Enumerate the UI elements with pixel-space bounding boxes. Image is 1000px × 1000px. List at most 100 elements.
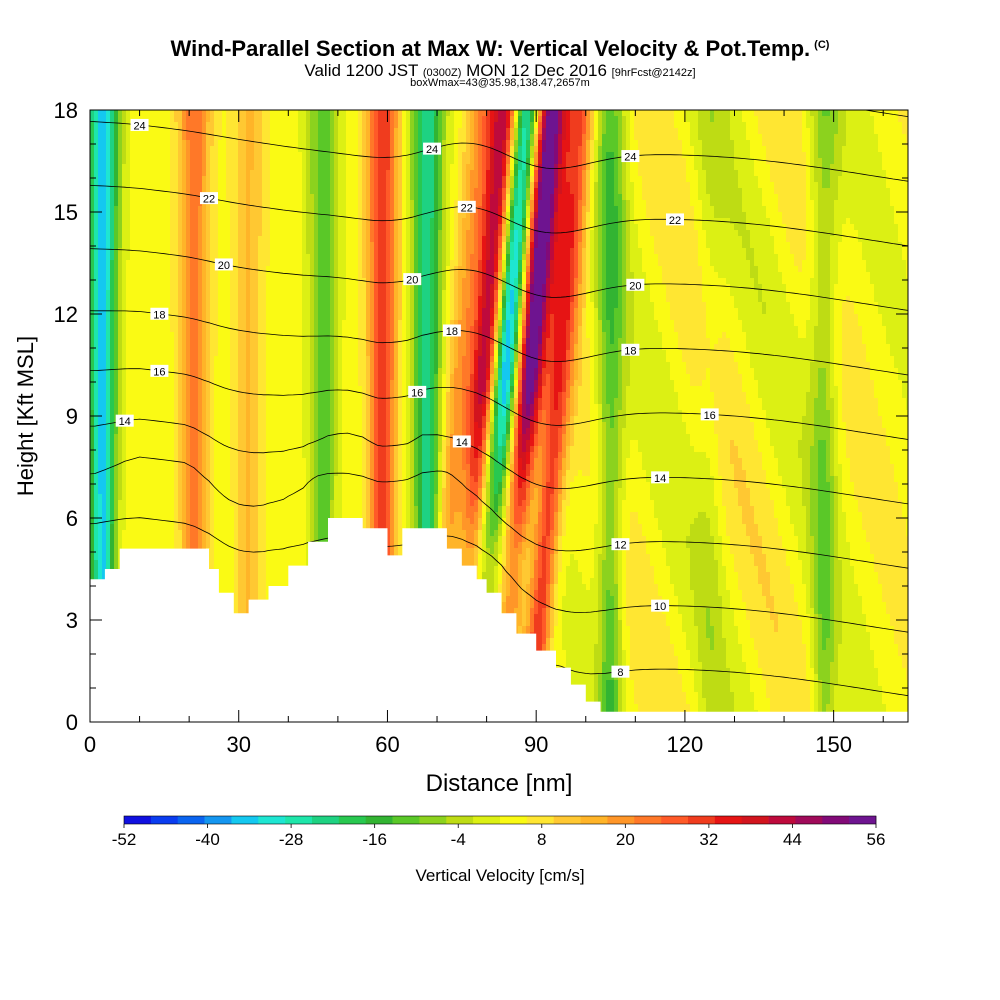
w-cell bbox=[118, 164, 123, 171]
w-cell bbox=[154, 134, 159, 141]
w-cell bbox=[198, 440, 203, 447]
w-cell bbox=[130, 470, 135, 477]
w-cell bbox=[222, 230, 227, 237]
w-cell bbox=[114, 404, 119, 411]
w-cell bbox=[222, 506, 227, 513]
w-cell bbox=[106, 494, 111, 501]
w-cell bbox=[138, 230, 143, 237]
w-cell bbox=[202, 260, 207, 267]
w-cell bbox=[174, 128, 179, 135]
w-cell bbox=[98, 146, 103, 153]
w-cell bbox=[270, 386, 275, 393]
w-cell bbox=[214, 410, 219, 417]
w-cell bbox=[150, 326, 155, 333]
w-cell bbox=[270, 344, 275, 351]
w-cell bbox=[242, 578, 247, 585]
w-cell bbox=[218, 200, 223, 207]
w-cell bbox=[134, 410, 139, 417]
w-cell bbox=[98, 170, 103, 177]
w-cell bbox=[262, 398, 267, 405]
w-cell bbox=[210, 488, 215, 495]
w-cell bbox=[254, 398, 259, 405]
w-cell bbox=[190, 320, 195, 327]
w-cell bbox=[218, 386, 223, 393]
w-cell bbox=[218, 278, 223, 285]
w-cell bbox=[214, 506, 219, 513]
w-cell bbox=[146, 464, 151, 471]
w-cell bbox=[154, 422, 159, 429]
w-cell bbox=[102, 188, 107, 195]
w-cell bbox=[278, 410, 283, 417]
w-cell bbox=[218, 164, 223, 171]
w-cell bbox=[90, 548, 95, 555]
w-cell bbox=[126, 116, 131, 123]
w-cell bbox=[118, 266, 123, 273]
w-cell bbox=[210, 410, 215, 417]
w-cell bbox=[206, 464, 211, 471]
w-cell bbox=[254, 380, 259, 387]
w-cell bbox=[206, 152, 211, 159]
w-cell bbox=[126, 434, 131, 441]
w-cell bbox=[242, 254, 247, 261]
w-cell bbox=[154, 320, 159, 327]
w-cell bbox=[218, 488, 223, 495]
w-cell bbox=[90, 422, 95, 429]
w-cell bbox=[262, 296, 267, 303]
w-cell bbox=[194, 350, 199, 357]
w-cell bbox=[94, 500, 99, 507]
w-cell bbox=[238, 206, 243, 213]
w-cell bbox=[146, 356, 151, 363]
w-cell bbox=[246, 380, 251, 387]
w-cell bbox=[158, 452, 163, 459]
w-cell bbox=[134, 356, 139, 363]
w-cell bbox=[274, 524, 279, 531]
w-cell bbox=[190, 338, 195, 345]
w-cell bbox=[246, 182, 251, 189]
w-cell bbox=[146, 164, 151, 171]
w-cell bbox=[110, 206, 115, 213]
w-cell bbox=[258, 170, 263, 177]
w-cell bbox=[98, 482, 103, 489]
w-cell bbox=[142, 374, 147, 381]
w-cell bbox=[266, 596, 271, 603]
w-cell bbox=[126, 236, 131, 243]
w-cell bbox=[274, 266, 279, 273]
w-cell bbox=[90, 164, 95, 171]
w-cell bbox=[246, 488, 251, 495]
w-cell bbox=[114, 302, 119, 309]
w-cell bbox=[226, 302, 231, 309]
w-cell bbox=[234, 572, 239, 579]
w-cell bbox=[270, 122, 275, 129]
w-cell bbox=[178, 308, 183, 315]
w-cell bbox=[166, 152, 171, 159]
w-cell bbox=[138, 218, 143, 225]
w-cell bbox=[142, 506, 147, 513]
w-cell bbox=[126, 428, 131, 435]
w-cell bbox=[282, 410, 287, 417]
w-cell bbox=[230, 152, 235, 159]
w-cell bbox=[102, 500, 107, 507]
w-cell bbox=[110, 512, 115, 519]
w-cell bbox=[218, 434, 223, 441]
w-cell bbox=[206, 416, 211, 423]
w-cell bbox=[118, 134, 123, 141]
w-cell bbox=[106, 194, 111, 201]
w-cell bbox=[282, 272, 287, 279]
w-cell bbox=[218, 560, 223, 567]
w-cell bbox=[194, 488, 199, 495]
w-cell bbox=[226, 248, 231, 255]
w-cell bbox=[142, 470, 147, 477]
w-cell bbox=[234, 584, 239, 591]
w-cell bbox=[146, 380, 151, 387]
w-cell bbox=[110, 110, 115, 117]
w-cell bbox=[158, 194, 163, 201]
w-cell bbox=[178, 152, 183, 159]
w-cell bbox=[218, 332, 223, 339]
w-cell bbox=[210, 530, 215, 537]
w-cell bbox=[250, 392, 255, 399]
chart-title: Wind-Parallel Section at Max W: Vertical… bbox=[0, 36, 1000, 62]
w-cell bbox=[222, 584, 227, 591]
w-cell bbox=[134, 500, 139, 507]
w-cell bbox=[150, 404, 155, 411]
w-cell bbox=[170, 398, 175, 405]
